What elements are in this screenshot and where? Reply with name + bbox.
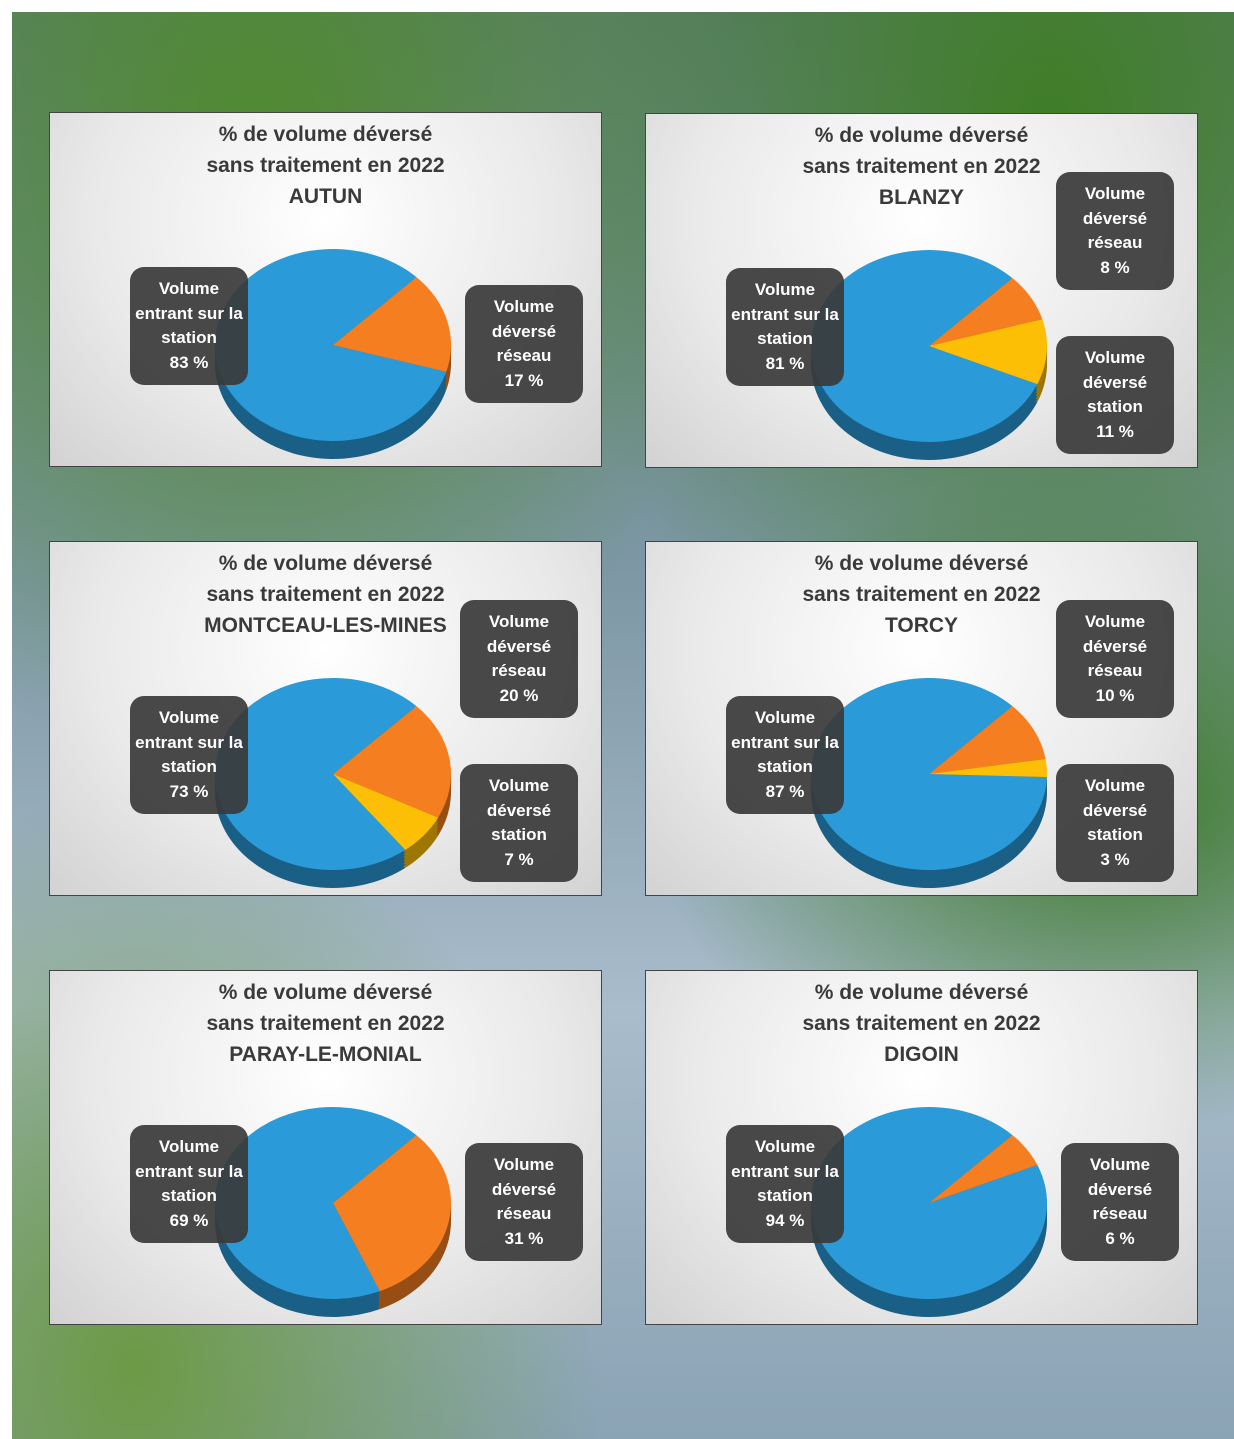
data-label: Volume entrant sur la station 83 % — [130, 267, 248, 385]
label-category: Volume entrant sur la station — [135, 708, 243, 776]
data-label: Volume entrant sur la station 69 % — [130, 1125, 248, 1243]
label-category: Volume déversé réseau — [491, 1155, 557, 1223]
label-value: 11 % — [1096, 421, 1134, 441]
label-category: Volume entrant sur la station — [135, 1137, 243, 1205]
pie-chart — [811, 678, 1047, 888]
label-value: 69 % — [169, 1210, 209, 1230]
data-label: Volume entrant sur la station 81 % — [726, 268, 844, 386]
label-value: 8 % — [1100, 257, 1130, 277]
chart-title: % de volume déversé sans traitement en 2… — [195, 977, 457, 1070]
label-category: Volume entrant sur la station — [135, 279, 243, 347]
chart-subtitle: DIGOIN — [884, 1043, 959, 1066]
pie-chart — [215, 249, 452, 460]
chart-title: % de volume déversé sans traitement en 2… — [791, 977, 1053, 1070]
data-label: Volume entrant sur la station 94 % — [726, 1125, 844, 1243]
title-text: % de volume déversé sans traitement en 2… — [206, 552, 445, 606]
data-label: Volume déversé réseau 17 % — [465, 285, 583, 403]
label-value: 20 % — [499, 685, 539, 705]
slice — [929, 758, 1047, 778]
slice — [929, 1135, 1038, 1203]
title-text: % de volume déversé sans traitement en 2… — [802, 124, 1041, 178]
slice — [333, 774, 439, 850]
pie-chart — [811, 250, 1047, 460]
chart-panel: % de volume déversé sans traitement en 2… — [645, 541, 1198, 896]
label-category: Volume entrant sur la station — [731, 280, 839, 348]
chart-title: % de volume déversé sans traitement en 2… — [791, 120, 1053, 213]
data-label: Volume déversé réseau 8 % — [1056, 172, 1174, 290]
label-category: Volume déversé station — [1082, 776, 1148, 844]
label-category: Volume déversé réseau — [491, 297, 557, 365]
slice — [929, 319, 1047, 385]
label-category: Volume déversé réseau — [486, 612, 552, 680]
data-label: Volume déversé réseau 10 % — [1056, 600, 1174, 718]
chart-panel: % de volume déversé sans traitement en 2… — [49, 970, 602, 1325]
label-category: Volume déversé réseau — [1082, 184, 1148, 252]
label-value: 10 % — [1095, 685, 1135, 705]
slice — [215, 249, 447, 441]
slice — [929, 278, 1043, 346]
chart-subtitle: PARAY-LE-MONIAL — [229, 1043, 422, 1066]
slice — [214, 1107, 417, 1299]
chart-subtitle: TORCY — [884, 614, 959, 637]
label-value: 17 % — [504, 370, 544, 390]
slice — [811, 678, 1047, 870]
chart-panel: % de volume déversé sans traitement en 2… — [49, 541, 602, 896]
slice — [811, 250, 1038, 442]
slice — [215, 678, 417, 870]
label-category: Volume déversé station — [1082, 348, 1148, 416]
data-label: Volume déversé réseau 20 % — [460, 600, 578, 718]
chart-title: % de volume déversé sans traitement en 2… — [195, 119, 457, 212]
label-value: 7 % — [504, 849, 534, 869]
label-category: Volume déversé station — [486, 776, 552, 844]
label-category: Volume déversé réseau — [1087, 1155, 1153, 1223]
chart-subtitle: AUTUN — [288, 185, 363, 208]
data-label: Volume déversé station 3 % — [1056, 764, 1174, 882]
slice — [333, 1135, 451, 1292]
chart-title: % de volume déversé sans traitement en 2… — [791, 548, 1053, 641]
label-value: 6 % — [1105, 1228, 1135, 1248]
label-value: 83 % — [169, 352, 209, 372]
data-label: Volume déversé station 11 % — [1056, 336, 1174, 454]
label-value: 87 % — [765, 781, 805, 801]
label-value: 3 % — [1100, 849, 1130, 869]
label-category: Volume déversé réseau — [1082, 612, 1148, 680]
slice — [333, 277, 452, 372]
chart-subtitle: BLANZY — [878, 186, 965, 209]
label-category: Volume entrant sur la station — [731, 1137, 839, 1205]
data-label: Volume déversé réseau 31 % — [465, 1143, 583, 1261]
pie-chart — [810, 1107, 1047, 1317]
data-label: Volume déversé station 7 % — [460, 764, 578, 882]
pie-chart — [215, 678, 451, 888]
data-label: Volume entrant sur la station 73 % — [130, 696, 248, 814]
label-value: 81 % — [765, 353, 805, 373]
chart-panel: % de volume déversé sans traitement en 2… — [645, 970, 1198, 1325]
label-category: Volume entrant sur la station — [731, 708, 839, 776]
pie-chart — [214, 1107, 451, 1317]
slice — [333, 706, 451, 818]
label-value: 73 % — [169, 781, 209, 801]
title-text: % de volume déversé sans traitement en 2… — [206, 123, 445, 177]
title-text: % de volume déversé sans traitement en 2… — [206, 981, 445, 1035]
title-text: % de volume déversé sans traitement en 2… — [802, 552, 1041, 606]
chart-title: % de volume déversé sans traitement en 2… — [195, 548, 457, 641]
data-label: Volume déversé réseau 6 % — [1061, 1143, 1179, 1261]
chart-panel: % de volume déversé sans traitement en 2… — [49, 112, 602, 467]
slice — [929, 706, 1046, 774]
label-value: 94 % — [765, 1210, 805, 1230]
chart-subtitle: MONTCEAU-LES-MINES — [204, 614, 447, 637]
title-text: % de volume déversé sans traitement en 2… — [802, 981, 1041, 1035]
data-label: Volume entrant sur la station 87 % — [726, 696, 844, 814]
label-value: 31 % — [504, 1228, 544, 1248]
chart-panel: % de volume déversé sans traitement en 2… — [645, 113, 1198, 468]
